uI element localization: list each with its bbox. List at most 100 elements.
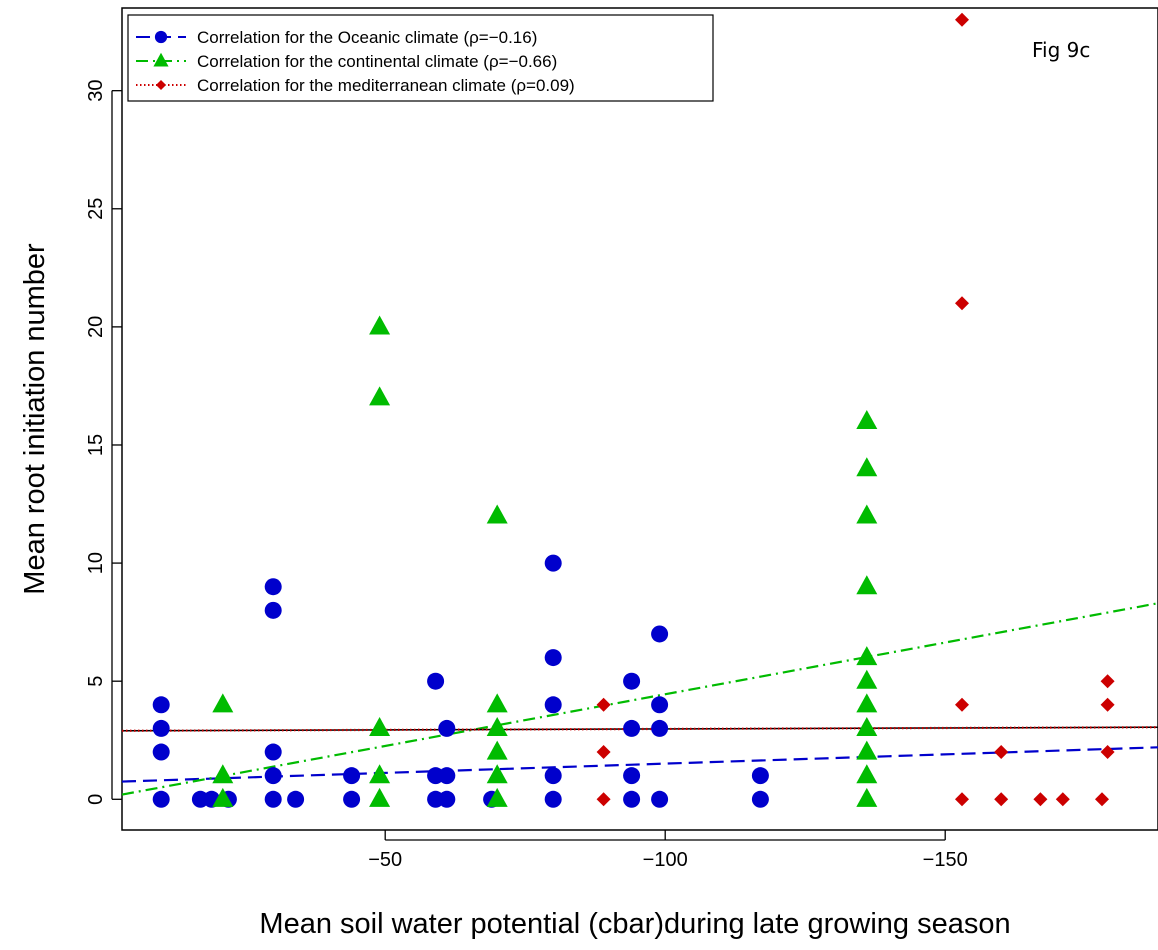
data-point-circle [751,767,769,785]
legend-label: Correlation for the mediterranean climat… [197,76,575,95]
data-point-circle [152,743,170,761]
data-point-circle [264,743,282,761]
data-point-circle [751,790,769,808]
data-point-circle [438,719,456,737]
data-point-triangle [856,504,878,524]
data-point-diamond [596,745,611,760]
data-point-diamond [955,697,969,712]
data-point-diamond [596,792,611,807]
x-tick-label: −50 [368,849,402,871]
fit-lines [121,602,1158,796]
data-point-diamond [955,296,969,311]
data-point-triangle [856,717,878,737]
data-point-diamond [1100,697,1115,712]
data-point-triangle [212,787,234,807]
legend-box [127,14,714,102]
legend-marker-diamond [155,79,167,91]
y-tick-label: 0 [85,794,107,805]
data-point-circle [623,719,641,737]
data-point-triangle [486,787,508,807]
data-point-circle [264,767,282,785]
data-point-triangle [212,764,234,784]
data-point-circle [651,790,669,808]
plot-frame [121,7,1158,831]
data-point-circle [544,554,562,572]
data-point-diamond [1100,674,1115,689]
legend-marker-circle [154,30,168,44]
data-point-diamond [1055,792,1070,807]
data-point-circle [343,790,361,808]
x-axis-label: Mean soil water potential (cbar)during l… [259,908,1010,940]
data-point-triangle [486,740,508,760]
data-point-triangle [856,764,878,784]
data-point-circle [544,790,562,808]
legend-label: Correlation for the continental climate … [197,52,557,71]
data-point-circle [264,601,282,619]
data-point-diamond [994,792,1009,807]
data-point-circle [544,767,562,785]
data-point-triangle [369,315,391,335]
data-point-triangle [369,717,391,737]
data-point-triangle [856,646,878,666]
data-point-triangle [212,693,234,713]
data-point-diamond [955,12,969,27]
data-point-triangle [856,693,878,713]
data-point-diamond [994,745,1009,760]
data-markers [152,12,1115,808]
y-axis: 0 5 10 15 20 25 30 [85,80,122,805]
data-point-diamond [1095,792,1109,807]
data-point-circle [623,672,641,690]
data-point-triangle [369,386,391,406]
data-point-circle [343,767,361,785]
legend: Correlation for the Oceanic climate (ρ=−… [127,14,714,102]
y-tick-label: 20 [85,316,107,338]
data-point-circle [152,719,170,737]
data-point-circle [264,578,282,596]
y-tick-label: 30 [85,80,107,102]
legend-label: Correlation for the Oceanic climate (ρ=−… [197,28,537,47]
x-tick-label: −150 [923,849,968,871]
data-point-diamond [1033,792,1048,807]
data-point-triangle [856,740,878,760]
data-point-circle [651,696,669,714]
data-point-circle [544,696,562,714]
data-point-circle [623,767,641,785]
data-point-triangle [856,787,878,807]
fit-line-circle-series [121,746,1158,783]
data-point-circle [651,719,669,737]
data-point-diamond [596,697,611,712]
plot-area [121,7,1158,831]
figure-label: Fig 9c [1032,38,1090,62]
fit-line-diamond-series [121,726,1158,732]
data-point-triangle [856,409,878,429]
data-point-triangle [486,504,508,524]
x-tick-label: −100 [643,849,688,871]
data-point-circle [438,767,456,785]
data-point-triangle [856,457,878,477]
x-axis: −50 −100 −150 [368,830,968,871]
data-point-triangle [856,669,878,689]
y-tick-label: 15 [85,434,107,456]
data-point-diamond [1100,745,1115,760]
legend-marker-triangle [153,52,169,67]
y-axis-label: Mean root initiation number [19,243,51,595]
data-point-triangle [486,693,508,713]
data-point-circle [438,790,456,808]
data-point-circle [623,790,641,808]
data-point-triangle [369,764,391,784]
data-point-circle [651,625,669,643]
data-point-triangle [856,575,878,595]
data-point-circle [264,790,282,808]
data-point-circle [287,790,305,808]
data-point-circle [152,696,170,714]
data-point-circle [152,790,170,808]
data-point-triangle [486,764,508,784]
data-point-triangle [486,717,508,737]
data-point-diamond [955,792,969,807]
data-point-triangle [369,787,391,807]
y-tick-label: 10 [85,552,107,574]
data-point-circle [544,649,562,667]
fit-line-triangle-series [121,602,1158,796]
y-tick-label: 25 [85,198,107,220]
